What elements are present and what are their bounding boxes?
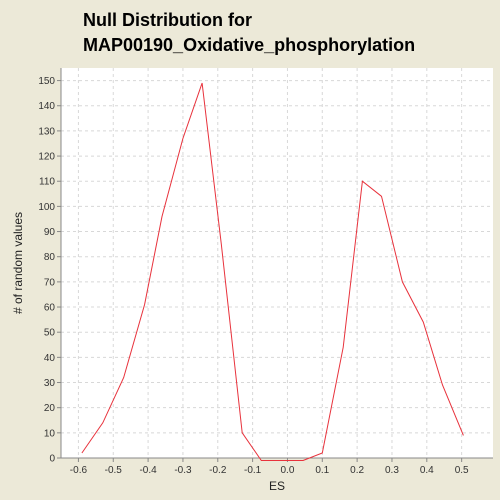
- series-layer: [81, 82, 464, 461]
- chart-title-line-2: MAP00190_Oxidative_phosphorylation: [83, 35, 416, 55]
- y-tick-label: 120: [38, 152, 55, 163]
- y-tick-label: 130: [38, 126, 55, 137]
- y-tick-label: 0: [49, 454, 55, 465]
- x-tick-label: -0.3: [174, 465, 192, 476]
- x-tick-label: 0.0: [280, 465, 294, 476]
- grid-layer: [61, 68, 493, 459]
- x-tick-label: -0.4: [139, 465, 157, 476]
- y-tick-label: 20: [44, 403, 56, 414]
- y-tick-label: 150: [38, 76, 55, 87]
- x-tick-label: 0.1: [315, 465, 329, 476]
- series-line: [81, 82, 464, 461]
- chart-title: Null Distribution for MAP00190_Oxidative…: [83, 8, 493, 58]
- y-tick-label: 100: [38, 202, 55, 213]
- y-tick-label: 10: [44, 428, 56, 439]
- plot-area: [61, 68, 493, 458]
- x-tick-label: 0.5: [455, 465, 469, 476]
- x-tick-label: -0.6: [70, 465, 88, 476]
- y-tick-label: 80: [44, 252, 56, 263]
- chart-title-line-1: Null Distribution for: [83, 10, 252, 30]
- x-tick-label: -0.1: [244, 465, 262, 476]
- y-tick-label: 140: [38, 101, 55, 112]
- y-tick-label: 90: [44, 227, 56, 238]
- x-axis-label: ES: [269, 479, 285, 493]
- x-tick-label: -0.2: [209, 465, 227, 476]
- x-tick-label: 0.2: [350, 465, 364, 476]
- y-tick-label: 50: [44, 328, 56, 339]
- y-tick-label: 30: [44, 378, 56, 389]
- y-tick-label: 60: [44, 303, 56, 314]
- y-tick-label: 70: [44, 277, 56, 288]
- axis-layer: 0 10 20 30 40 50 60 70 80 90 100 110 120 130 140 150 -0.…: [38, 68, 493, 476]
- y-tick-label: 40: [44, 353, 56, 364]
- x-tick-label: 0.3: [385, 465, 399, 476]
- y-tick-label: 110: [39, 177, 55, 188]
- x-tick-label: 0.4: [420, 465, 434, 476]
- y-axis-label: # of random values: [11, 212, 25, 314]
- x-tick-label: -0.5: [105, 465, 123, 476]
